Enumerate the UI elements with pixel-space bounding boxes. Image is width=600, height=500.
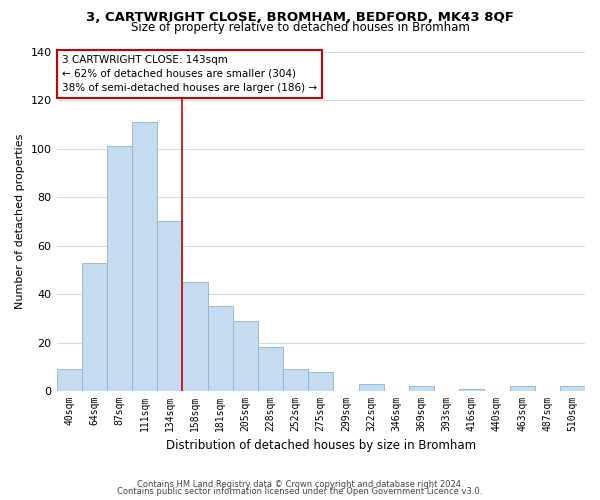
- Bar: [459, 388, 484, 391]
- X-axis label: Distribution of detached houses by size in Bromham: Distribution of detached houses by size …: [166, 440, 476, 452]
- Bar: [208, 306, 233, 391]
- Bar: [157, 222, 182, 391]
- Bar: [359, 384, 383, 391]
- Text: Contains public sector information licensed under the Open Government Licence v3: Contains public sector information licen…: [118, 487, 482, 496]
- Text: Contains HM Land Registry data © Crown copyright and database right 2024.: Contains HM Land Registry data © Crown c…: [137, 480, 463, 489]
- Bar: [258, 348, 283, 391]
- Bar: [132, 122, 157, 391]
- Bar: [509, 386, 535, 391]
- Bar: [233, 320, 258, 391]
- Bar: [82, 262, 107, 391]
- Bar: [56, 369, 82, 391]
- Bar: [560, 386, 585, 391]
- Bar: [107, 146, 132, 391]
- Bar: [283, 369, 308, 391]
- Text: Size of property relative to detached houses in Bromham: Size of property relative to detached ho…: [131, 21, 469, 34]
- Bar: [182, 282, 208, 391]
- Bar: [409, 386, 434, 391]
- Text: 3 CARTWRIGHT CLOSE: 143sqm
← 62% of detached houses are smaller (304)
38% of sem: 3 CARTWRIGHT CLOSE: 143sqm ← 62% of deta…: [62, 55, 317, 93]
- Bar: [308, 372, 334, 391]
- Y-axis label: Number of detached properties: Number of detached properties: [15, 134, 25, 309]
- Text: 3, CARTWRIGHT CLOSE, BROMHAM, BEDFORD, MK43 8QF: 3, CARTWRIGHT CLOSE, BROMHAM, BEDFORD, M…: [86, 11, 514, 24]
